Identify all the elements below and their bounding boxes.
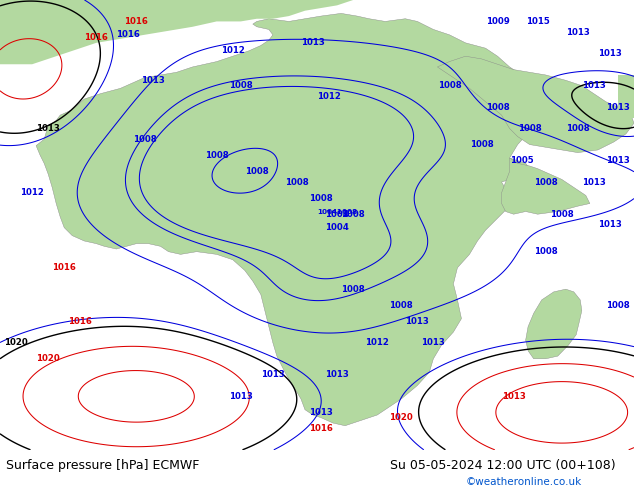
Text: 1009: 1009 xyxy=(486,17,510,26)
Text: 1008: 1008 xyxy=(550,210,574,219)
Text: 1013: 1013 xyxy=(566,27,590,37)
Text: 1008: 1008 xyxy=(229,81,252,90)
Text: 1013: 1013 xyxy=(325,370,349,379)
Text: 1013: 1013 xyxy=(261,370,285,379)
Polygon shape xyxy=(0,0,634,64)
Text: 1008: 1008 xyxy=(205,151,229,160)
Text: 1013: 1013 xyxy=(582,81,606,90)
Text: 1008: 1008 xyxy=(437,81,462,90)
Text: 1008: 1008 xyxy=(245,167,269,176)
Text: 1013: 1013 xyxy=(405,317,429,326)
Text: Surface pressure [hPa] ECMWF: Surface pressure [hPa] ECMWF xyxy=(6,459,200,471)
Text: 1020: 1020 xyxy=(4,338,28,347)
Polygon shape xyxy=(526,289,582,359)
Text: 1004: 1004 xyxy=(325,210,349,219)
Text: 1008: 1008 xyxy=(566,124,590,133)
Text: 1008: 1008 xyxy=(518,124,541,133)
Text: 1016: 1016 xyxy=(124,17,148,26)
Text: 1008: 1008 xyxy=(606,301,630,310)
Text: 1016: 1016 xyxy=(117,30,140,39)
Text: 1013: 1013 xyxy=(606,102,630,112)
Text: 1012: 1012 xyxy=(20,188,44,197)
Text: 1020: 1020 xyxy=(389,413,413,422)
Text: 1008: 1008 xyxy=(341,210,365,219)
Text: ©weatheronline.co.uk: ©weatheronline.co.uk xyxy=(466,477,582,487)
Text: 1013: 1013 xyxy=(141,76,164,85)
Text: 1013: 1013 xyxy=(301,38,325,48)
Text: 1012: 1012 xyxy=(365,338,389,347)
Text: 1008: 1008 xyxy=(285,177,309,187)
Text: 1016: 1016 xyxy=(309,424,333,433)
Text: 1005: 1005 xyxy=(510,156,533,165)
Text: Su 05-05-2024 12:00 UTC (00+108): Su 05-05-2024 12:00 UTC (00+108) xyxy=(390,459,616,471)
Text: 10041008: 10041008 xyxy=(317,209,357,215)
Text: 1008: 1008 xyxy=(534,247,557,256)
Text: 1008: 1008 xyxy=(309,194,333,203)
Text: 1013: 1013 xyxy=(501,392,526,401)
Text: 1013: 1013 xyxy=(422,338,445,347)
Text: 1013: 1013 xyxy=(229,392,253,401)
Polygon shape xyxy=(36,13,534,426)
Text: 1016: 1016 xyxy=(52,263,76,272)
Text: 1016: 1016 xyxy=(84,33,108,42)
Text: 1013: 1013 xyxy=(606,156,630,165)
Text: 1008: 1008 xyxy=(470,140,493,149)
Text: 1013: 1013 xyxy=(36,124,60,133)
Text: 1016: 1016 xyxy=(68,317,92,326)
Text: 1013: 1013 xyxy=(582,177,606,187)
Polygon shape xyxy=(501,158,590,214)
Text: 1008: 1008 xyxy=(389,301,413,310)
Text: 1013: 1013 xyxy=(598,220,622,229)
Text: 1020: 1020 xyxy=(36,354,60,363)
Text: 1013: 1013 xyxy=(309,408,333,417)
Text: 1008: 1008 xyxy=(486,102,510,112)
Text: 1008: 1008 xyxy=(534,177,557,187)
Polygon shape xyxy=(437,56,634,152)
Polygon shape xyxy=(618,75,634,118)
Text: 1004: 1004 xyxy=(325,223,349,232)
Text: 1012: 1012 xyxy=(221,47,245,55)
Text: 1012: 1012 xyxy=(317,92,341,101)
Text: 1008: 1008 xyxy=(341,285,365,294)
Text: 1015: 1015 xyxy=(526,17,550,26)
Text: 1013: 1013 xyxy=(598,49,622,58)
Text: 1008: 1008 xyxy=(133,135,157,144)
